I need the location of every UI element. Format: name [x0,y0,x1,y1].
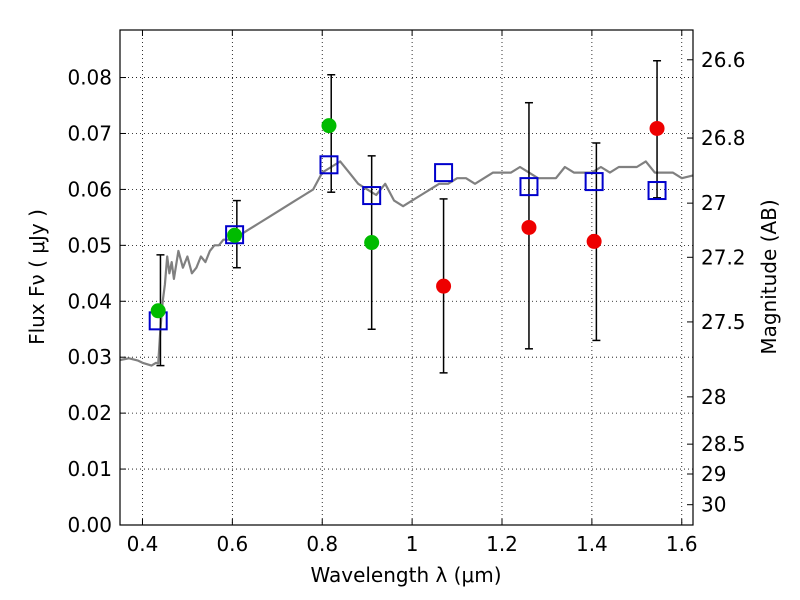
magnitude-tick-label: 27.2 [701,245,746,269]
plot-frame [119,29,694,526]
square-marker [519,177,539,197]
magnitude-axis-label: Magnitude (AB) [757,199,781,354]
circle-marker [364,235,380,251]
y-tick-label: 0.06 [67,177,112,201]
magnitude-tick-label: 29 [701,462,726,486]
circle-marker [586,233,602,249]
square-marker [647,181,667,201]
circle-marker [150,303,166,319]
circle-marker [227,227,243,243]
circle-marker [649,120,665,136]
y-tick-label: 0.01 [67,457,112,481]
model-spectrum [119,160,694,367]
magnitude-tick-label: 28 [701,385,726,409]
circle-marker [321,118,337,134]
x-tick-label: 1.2 [486,532,518,556]
magnitude-tick-label: 30 [701,493,726,517]
square-marker [584,172,604,192]
x-axis-label: Wavelength λ (μm) [310,563,501,587]
spectrum-line [119,160,694,367]
square-marker [362,186,382,206]
x-tick-label: 0.8 [306,532,338,556]
y-tick-label: 0.07 [67,121,112,145]
axis-ticks: 0.4 0.6 0.8 1 1.2 1.4 1.6 0.00 0.01 0.02 0.03 0.04 0… [67,30,746,556]
y-axis-label: Flux Fν ( μJy ) [25,209,49,345]
x-tick-label: 1.4 [576,532,608,556]
data-markers [148,118,667,331]
circle-marker [436,278,452,294]
square-marker [225,225,245,245]
x-tick-label: 0.6 [216,532,248,556]
magnitude-tick-label: 26.6 [701,48,746,72]
x-tick-label: 1.6 [666,532,698,556]
square-marker [434,163,454,183]
y-tick-label: 0.00 [67,513,112,537]
y-tick-label: 0.04 [67,289,112,313]
magnitude-tick-label: 27 [701,191,726,215]
y-tick-label: 0.02 [67,401,112,425]
magnitude-tick-label: 28.5 [701,432,746,456]
magnitude-tick-label: 26.8 [701,126,746,150]
y-tick-label: 0.03 [67,345,112,369]
square-marker [319,155,339,175]
x-tick-label: 0.4 [127,532,159,556]
magnitude-tick-label: 27.5 [701,310,746,334]
circle-marker [521,219,537,235]
y-tick-label: 0.05 [67,233,112,257]
grid [120,30,693,526]
y-tick-label: 0.08 [67,66,112,90]
x-tick-label: 1 [406,532,419,556]
